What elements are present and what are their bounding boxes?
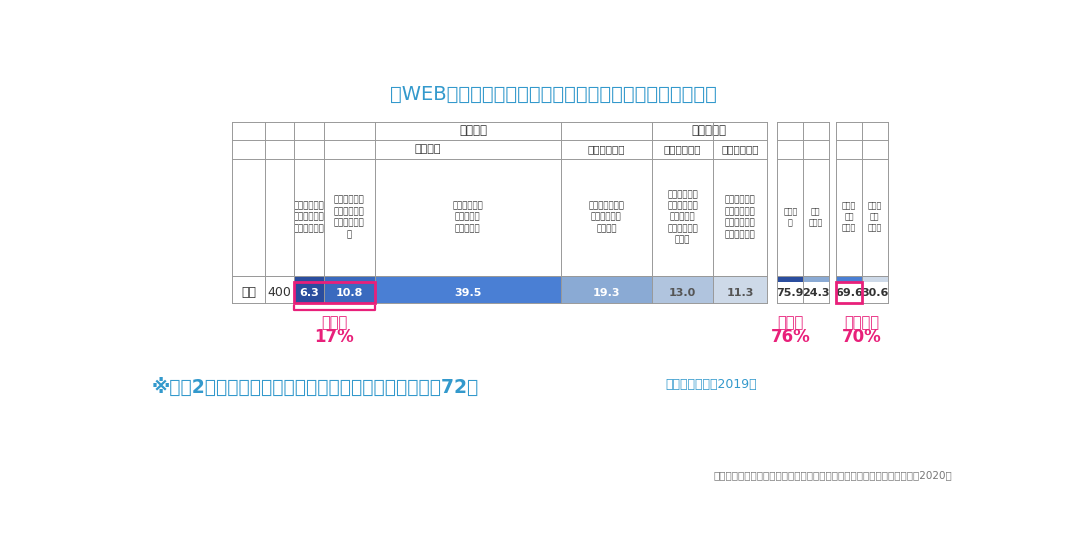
Text: 参加意
向な
し・計: 参加意 向な し・計: [867, 202, 882, 233]
Text: 17%: 17%: [314, 328, 354, 346]
Text: 出典：リクルート進学総研「コロナウイルス流行による進路選択影響調査2020」: 出典：リクルート進学総研「コロナウイルス流行による進路選択影響調査2020」: [714, 471, 953, 481]
Bar: [836, 276, 862, 282]
Bar: [652, 282, 713, 304]
Text: 10.8: 10.8: [336, 288, 363, 298]
Text: 参加意向: 参加意向: [414, 144, 441, 154]
Bar: [652, 276, 713, 282]
Text: 知っているし
行きたいと
思っている: 知っているし 行きたいと 思っている: [453, 201, 483, 233]
Text: 知らなかった
が、（今知っ
たことで）
行ってみたい
と思う: 知らなかった が、（今知っ たことで） 行ってみたい と思う: [667, 190, 698, 245]
Text: 75.9: 75.9: [777, 288, 804, 298]
Bar: [713, 276, 767, 282]
Text: 30.6: 30.6: [861, 288, 889, 298]
Text: 知っているが、
行きたいとは
思わない: 知っているが、 行きたいとは 思わない: [589, 201, 624, 233]
Text: ※高校2年生時における、オープンキャンパス参加率は72％: ※高校2年生時における、オープンキャンパス参加率は72％: [152, 378, 480, 397]
Bar: [294, 282, 375, 304]
Text: 認知・計: 認知・計: [459, 125, 487, 138]
Text: 認知率: 認知率: [778, 315, 804, 330]
Text: 非認
知・計: 非認 知・計: [809, 207, 823, 228]
Text: 参加意
向あ
り・計: 参加意 向あ り・計: [842, 202, 856, 233]
Bar: [836, 282, 862, 304]
Bar: [862, 276, 888, 282]
Bar: [375, 276, 561, 282]
Text: 認知・
計: 認知・ 計: [783, 207, 797, 228]
Bar: [294, 276, 324, 282]
Text: （進学センサス2019）: （進学センサス2019）: [666, 378, 757, 391]
Text: 24.3: 24.3: [802, 288, 829, 298]
Text: 11.3: 11.3: [726, 288, 754, 298]
Bar: [561, 276, 652, 282]
Text: 70%: 70%: [842, 328, 882, 346]
Text: 参加意向: 参加意向: [845, 315, 879, 330]
Text: 知らなかった
が、（今知っ
ても）行きた
いは思わない: 知らなかった が、（今知っ ても）行きた いは思わない: [725, 196, 755, 239]
Text: ＜WEBオープンキャンパスの参加率・認知度と参加意向＞: ＜WEBオープンキャンパスの参加率・認知度と参加意向＞: [390, 85, 717, 104]
Text: 19.3: 19.3: [593, 288, 620, 298]
Text: 非認知・計: 非認知・計: [692, 125, 727, 138]
Text: 69.6: 69.6: [835, 288, 863, 298]
Text: 参加意向なし: 参加意向なし: [588, 144, 625, 154]
Text: 知っているし
一度だけ参加
したことがあ
る: 知っているし 一度だけ参加 したことがあ る: [334, 196, 364, 239]
Bar: [324, 276, 375, 282]
Bar: [804, 276, 828, 282]
Bar: [324, 282, 375, 304]
Bar: [375, 282, 561, 304]
Bar: [561, 282, 652, 304]
Text: 400: 400: [268, 286, 292, 299]
Text: 76%: 76%: [770, 328, 810, 346]
Text: 6.3: 6.3: [299, 288, 319, 298]
Bar: [713, 282, 767, 304]
Bar: [294, 282, 324, 304]
Bar: [778, 276, 804, 282]
Text: 39.5: 39.5: [454, 288, 482, 298]
Text: 参加意向あり: 参加意向あり: [664, 144, 701, 154]
Text: 参加率: 参加率: [321, 315, 348, 330]
Text: 全体: 全体: [241, 286, 256, 299]
Text: 13.0: 13.0: [669, 288, 697, 298]
Text: 参加意向なし: 参加意向なし: [721, 144, 759, 154]
Text: 知っているし
複数回参加し
たことがある: 知っているし 複数回参加し たことがある: [294, 201, 324, 233]
